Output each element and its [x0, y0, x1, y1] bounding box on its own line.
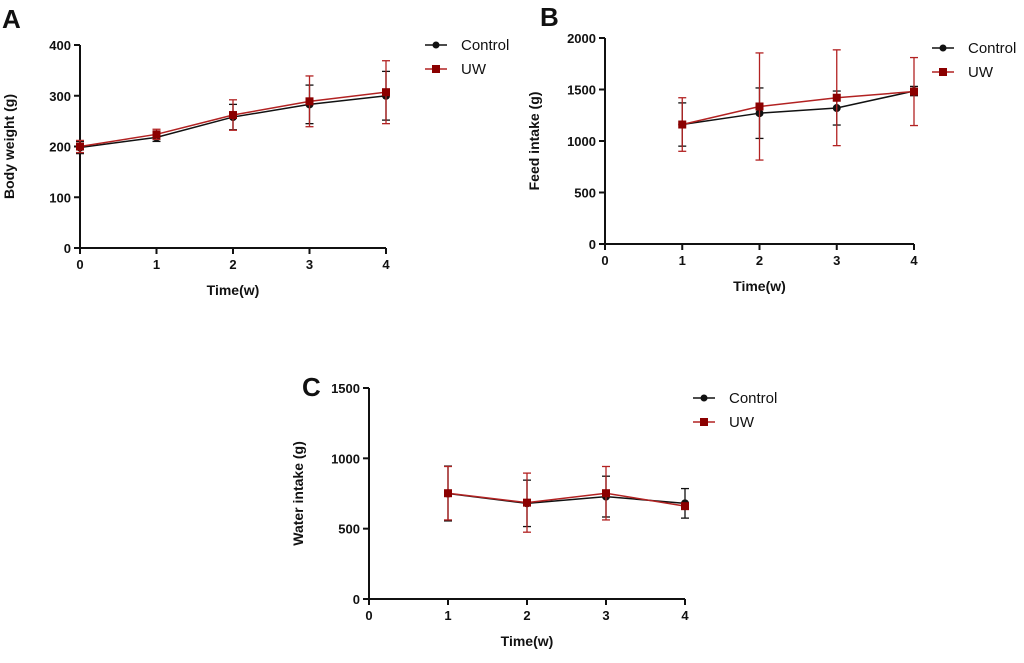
- legend-entry-control: Control: [425, 37, 509, 54]
- data-point-square: [523, 498, 531, 507]
- y-axis-title: Water intake (g): [290, 441, 306, 546]
- y-tick-label: 300: [49, 89, 71, 104]
- x-axis-title: Time(w): [207, 282, 260, 298]
- legend-marker-square: [700, 418, 708, 426]
- x-tick-label: 0: [601, 253, 608, 268]
- legend-marker-square: [939, 68, 947, 76]
- y-tick-label: 1500: [331, 381, 360, 396]
- x-tick-label: 2: [229, 257, 236, 272]
- series-uw: [678, 49, 918, 161]
- series-control: [444, 465, 689, 528]
- x-tick-label: 1: [153, 257, 160, 272]
- series-line: [682, 90, 915, 126]
- y-tick-label: 100: [49, 190, 71, 205]
- x-tick-label: 3: [833, 253, 840, 268]
- x-tick-label: 0: [76, 257, 83, 272]
- y-tick-label: 0: [353, 592, 360, 607]
- legend-entry-uw: UW: [693, 414, 755, 431]
- y-tick-label: 0: [589, 237, 596, 252]
- x-tick-label: 4: [681, 608, 689, 623]
- panel-a: A 0 1 2 3 4 0 100 200 300 400 Time(w) Body weight (g…: [1, 4, 509, 298]
- legend-marker-circle: [939, 44, 947, 52]
- x-tick-label: 4: [382, 257, 390, 272]
- panel-label: C: [302, 372, 321, 402]
- x-axis-title: Time(w): [501, 633, 554, 649]
- data-point-square: [602, 489, 610, 498]
- y-tick-label: 0: [64, 241, 71, 256]
- series-control: [678, 85, 918, 147]
- legend-label: Control: [968, 40, 1016, 57]
- x-tick-label: 3: [602, 608, 609, 623]
- legend-marker-circle: [432, 41, 440, 49]
- legend-marker-circle: [700, 394, 708, 402]
- data-point-square: [229, 111, 237, 120]
- x-tick-label: 3: [306, 257, 313, 272]
- y-tick-label: 400: [49, 38, 71, 53]
- x-tick-label: 4: [910, 253, 918, 268]
- data-point-square: [832, 93, 841, 102]
- y-tick-label: 1000: [567, 134, 596, 149]
- legend-label: UW: [729, 414, 755, 431]
- y-tick-label: 500: [574, 186, 596, 201]
- data-point-square: [305, 97, 314, 106]
- legend-label: UW: [461, 61, 487, 78]
- legend-entry-control: Control: [932, 40, 1016, 57]
- legend-entry-uw: UW: [932, 64, 994, 81]
- panel-label: B: [540, 2, 559, 32]
- legend-label: UW: [968, 64, 994, 81]
- x-tick-label: 1: [679, 253, 686, 268]
- data-point-square: [910, 87, 918, 96]
- y-tick-label: 2000: [567, 31, 596, 46]
- panel-label: A: [2, 4, 21, 34]
- y-tick-label: 1500: [567, 83, 596, 98]
- legend-marker-square: [432, 65, 440, 73]
- x-tick-label: 1: [444, 608, 451, 623]
- series-uw: [444, 465, 689, 533]
- data-point-square: [678, 120, 687, 129]
- y-tick-label: 500: [338, 522, 360, 537]
- data-point-square: [755, 102, 764, 111]
- panel-b: B 0 1 2 3 4 0 500 1000 1500 2000 Time(w) Feed intake…: [526, 2, 1016, 294]
- x-axis-title: Time(w): [733, 278, 786, 294]
- data-point-square: [382, 88, 390, 97]
- series-line: [447, 492, 686, 507]
- legend-label: Control: [729, 390, 777, 407]
- series-line: [682, 90, 915, 126]
- data-point-square: [444, 489, 452, 498]
- x-tick-label: 0: [365, 608, 372, 623]
- y-axis-title: Body weight (g): [1, 94, 17, 199]
- x-tick-label: 2: [756, 253, 763, 268]
- y-axis-title: Feed intake (g): [526, 92, 542, 191]
- legend-entry-control: Control: [693, 390, 777, 407]
- x-tick-label: 2: [523, 608, 530, 623]
- y-tick-label: 1000: [331, 451, 360, 466]
- series-uw: [76, 60, 390, 154]
- legend-label: Control: [461, 37, 509, 54]
- panel-c: C 0 1 2 3 4 0 500 1000 1500 Time(w) Water intake (g…: [290, 372, 777, 649]
- data-point-square: [76, 142, 84, 151]
- y-tick-label: 200: [49, 140, 71, 155]
- data-point-square: [152, 130, 161, 139]
- data-point-square: [681, 502, 689, 511]
- legend-entry-uw: UW: [425, 61, 487, 78]
